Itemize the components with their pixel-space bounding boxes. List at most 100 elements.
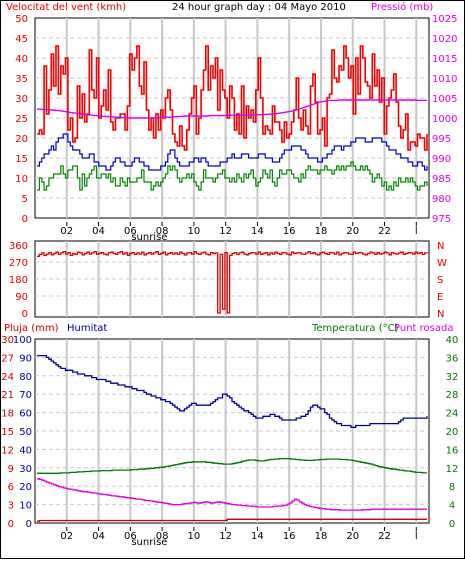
rain-ytick-label: 18 (1, 409, 14, 420)
wind-xtick-label: 02 (60, 226, 73, 237)
wind-ytick-label: 50 (15, 14, 28, 25)
pressure-axis-label: Pressió (mb) (371, 1, 433, 13)
hum-xtick-label: 10 (188, 531, 201, 542)
temperature-ytick-label: 24 (446, 409, 459, 420)
direction-ytick-label: 180 (9, 275, 28, 286)
hum-xtick-label: 12 (219, 531, 232, 542)
temperature-line (37, 457, 427, 474)
rain-ytick-label: 9 (8, 464, 14, 475)
humidity-ytick-label: 40 (19, 445, 32, 456)
wind-ytick-label: 10 (15, 174, 28, 185)
hum-sunrise-label: sunrise (131, 537, 167, 548)
hum-xtick-label: 02 (60, 531, 73, 542)
rain-axis-label: Pluja (mm) (4, 323, 59, 334)
temperature-ytick-label: 0 (449, 519, 455, 530)
humidity-ytick-label: 70 (19, 390, 32, 401)
compass-ytick-label: W (437, 258, 447, 269)
temperature-ytick-label: 32 (446, 372, 459, 383)
humidity-ytick-label: 90 (19, 353, 32, 364)
pressure-ytick-label: 995 (432, 134, 451, 145)
pressure-ytick-label: 980 (432, 194, 451, 205)
humidity-ytick-label: 20 (19, 482, 32, 493)
wind-ytick-label: 45 (15, 34, 28, 45)
dewpoint-axis-label: Punt rosada (394, 323, 453, 334)
rain-line (37, 518, 427, 522)
temperature-ytick-label: 28 (446, 390, 459, 401)
temperature-ytick-label: 36 (446, 353, 459, 364)
wind-xtick-label: 12 (219, 226, 232, 237)
wind-xtick-label: 10 (188, 226, 201, 237)
hum-xtick-label: 16 (283, 531, 296, 542)
wind-xtick-label: l (415, 226, 418, 237)
temperature-ytick-label: 20 (446, 427, 459, 438)
temperature-ytick-label: 4 (449, 501, 455, 512)
direction-ytick-label: 90 (15, 292, 28, 303)
pressure-ytick-label: 1020 (432, 34, 457, 45)
humidity-ytick-label: 50 (19, 427, 32, 438)
rain-ytick-label: 21 (1, 390, 14, 401)
wind-xtick-label: 08 (156, 226, 169, 237)
rain-ytick-label: 30 (1, 335, 14, 346)
humidity-ytick-label: 80 (19, 372, 32, 383)
hum-xtick-label: 14 (251, 531, 264, 542)
wind-sunrise-label: sunrise (131, 232, 167, 243)
direction-ytick-label: 360 (9, 241, 28, 252)
pressure-line (37, 99, 427, 119)
hum-xtick-label: 06 (124, 531, 137, 542)
pressure-ytick-label: 985 (432, 174, 451, 185)
wind-xtick-label: 22 (378, 226, 391, 237)
humidity-line (37, 354, 428, 428)
wind-ytick-label: 30 (15, 94, 28, 105)
compass-ytick-label: S (437, 275, 443, 286)
dewpoint-line (37, 478, 427, 511)
compass-ytick-label: N (437, 309, 444, 320)
wind-xtick-label: 16 (283, 226, 296, 237)
temperature-ytick-label: 12 (446, 464, 459, 475)
temperature-axis-label: Temperatura (°C) (311, 323, 399, 334)
wind-xtick-label: 20 (346, 226, 359, 237)
wind-xtick-label: 06 (124, 226, 137, 237)
wind-ytick-label: 15 (15, 154, 28, 165)
rain-ytick-label: 12 (1, 445, 14, 456)
temperature-ytick-label: 16 (446, 445, 459, 456)
pressure-ytick-label: 1005 (432, 94, 457, 105)
rain-ytick-label: 24 (1, 372, 14, 383)
direction-ytick-label: 270 (9, 258, 28, 269)
humidity-ytick-label: 10 (19, 501, 32, 512)
pressure-ytick-label: 1025 (432, 14, 457, 25)
humidity-ytick-label: 30 (19, 464, 32, 475)
pressure-ytick-label: 990 (432, 154, 451, 165)
humidity-ytick-label: 100 (13, 335, 32, 346)
wind-xtick-label: 04 (92, 226, 105, 237)
wind-ytick-label: 5 (22, 194, 28, 205)
hum-xtick-label: 04 (92, 531, 105, 542)
hum-xtick-label: 22 (378, 531, 391, 542)
rain-ytick-label: 6 (8, 482, 14, 493)
humidity-ytick-label: 0 (26, 519, 32, 530)
pressure-ytick-label: 975 (432, 214, 451, 225)
pressure-ytick-label: 1000 (432, 114, 457, 125)
wind-ytick-label: 25 (15, 114, 28, 125)
wind-speed-axis-label: Velocitat del vent (kmh) (6, 2, 126, 13)
hum-xtick-label: 18 (315, 531, 328, 542)
compass-ytick-label: E (437, 292, 443, 303)
rain-ytick-label: 3 (8, 501, 14, 512)
rain-ytick-label: 0 (8, 519, 14, 530)
wind-direction-line (37, 250, 428, 314)
hum-xtick-label: l (415, 531, 418, 542)
humidity-ytick-label: 60 (19, 409, 32, 420)
hum-xtick-label: 20 (346, 531, 359, 542)
min-wind-line (37, 161, 428, 191)
temperature-ytick-label: 40 (446, 335, 459, 346)
direction-ytick-label: 0 (22, 309, 28, 320)
average-wind-line (37, 133, 428, 171)
wind-xtick-label: 18 (315, 226, 328, 237)
wind-xtick-label: 14 (251, 226, 264, 237)
chart-title: 24 hour graph day : 04 Mayo 2010 (172, 2, 346, 13)
wind-ytick-label: 40 (15, 54, 28, 65)
humidity-axis-label: Humitat (67, 323, 107, 334)
temperature-ytick-label: 8 (449, 482, 455, 493)
wind-ytick-label: 20 (15, 134, 28, 145)
